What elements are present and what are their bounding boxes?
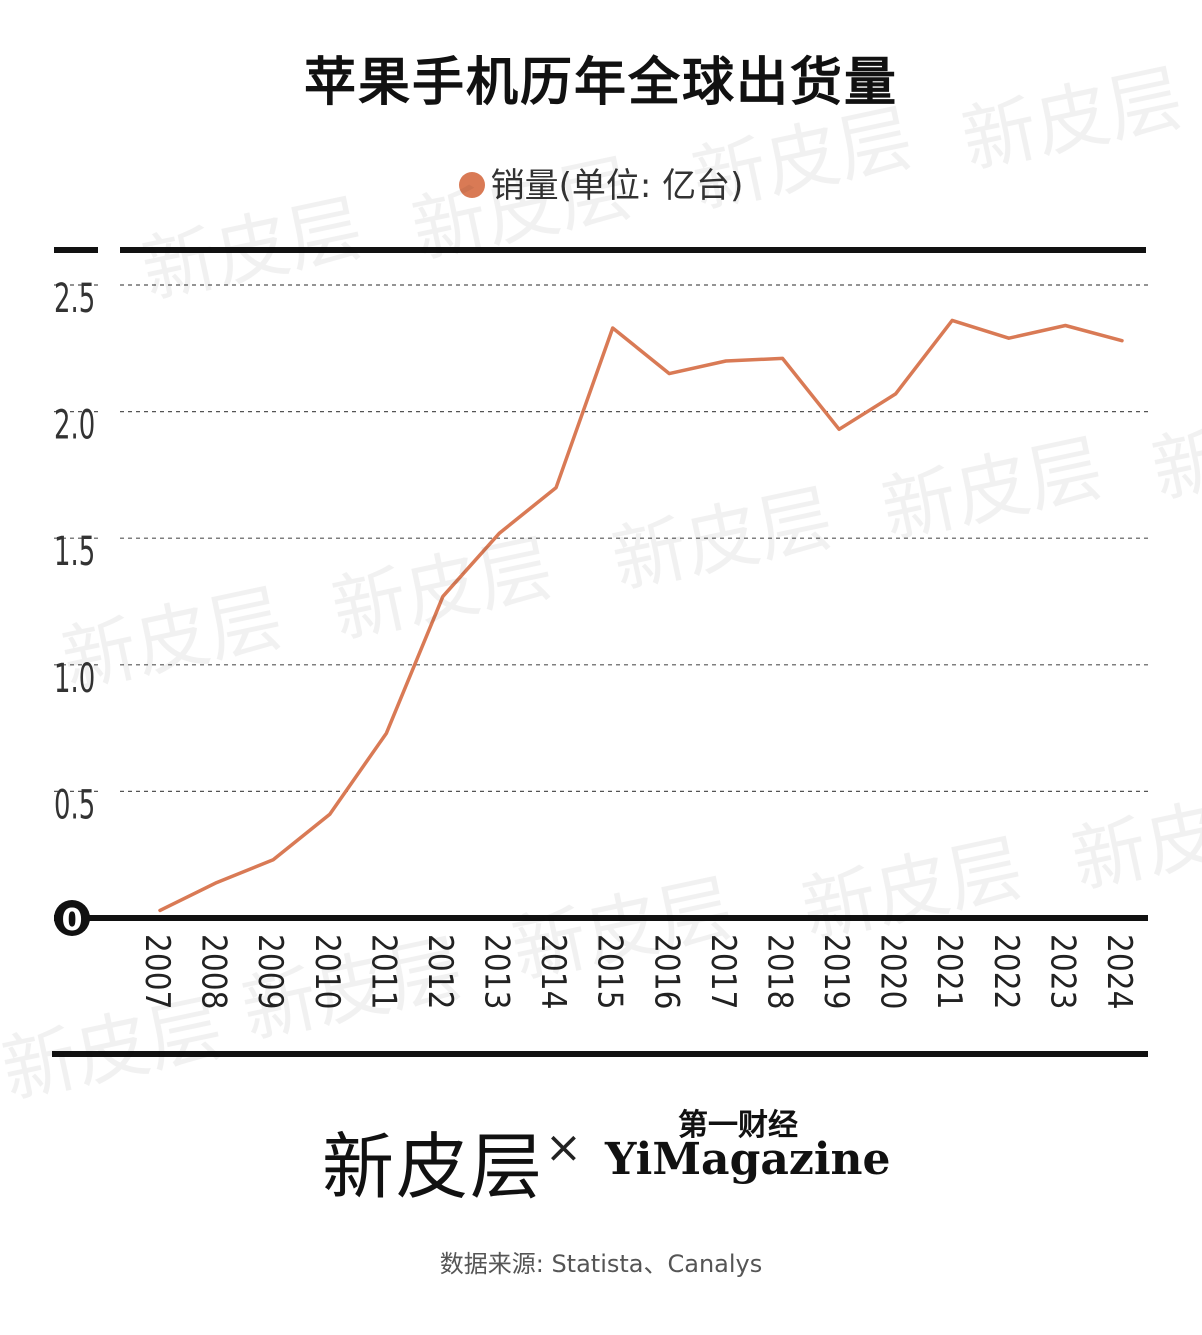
- y-zero-marker: [54, 900, 90, 936]
- x-tick-label: 2013: [477, 934, 518, 1009]
- yimagazine-logo-en: YiMagazine: [605, 1134, 891, 1185]
- collab-separator: ×: [545, 1122, 582, 1173]
- legend-label: 销量(单位: 亿台): [490, 166, 744, 206]
- x-tick-label: 2023: [1043, 934, 1084, 1009]
- x-tick-label: 2021: [930, 934, 971, 1009]
- x-tick-label: 2014: [534, 934, 575, 1009]
- x-tick-label: 2015: [590, 934, 631, 1009]
- y-tick-label: 0.5: [54, 783, 95, 829]
- xinpiceng-logo: 新皮层: [322, 1125, 545, 1209]
- x-tick-label: 2016: [647, 934, 688, 1009]
- x-tick-label: 2007: [137, 934, 178, 1009]
- yimagazine-logo-cn: 第一财经: [678, 1108, 798, 1143]
- y-tick-label: 0: [62, 903, 83, 938]
- x-tick-label: 2022: [986, 934, 1027, 1009]
- y-tick-label: 2.5: [54, 276, 95, 322]
- x-tick-label: 2012: [420, 934, 461, 1009]
- x-tick-label: 2019: [817, 934, 858, 1009]
- footer-logos: 新皮层 × 第一财经 YiMagazine: [0, 1100, 1202, 1209]
- y-tick-label: 2.0: [54, 403, 95, 449]
- y-tick-label: 1.5: [54, 530, 95, 576]
- x-tick-label: 2010: [307, 934, 348, 1009]
- x-tick-label: 2018: [760, 934, 801, 1009]
- chart-legend: 销量(单位: 亿台): [0, 158, 1202, 207]
- x-tick-label: 2011: [364, 934, 405, 1009]
- x-tick-label: 2024: [1099, 934, 1140, 1009]
- x-tick-label: 2020: [873, 934, 914, 1009]
- line-chart: 0 0.5 1.0 1.5 2.0 2.5 2007 2008 2009 2010 2011 2012…: [52, 247, 1148, 1057]
- series-line: [158, 318, 1124, 913]
- legend-marker: [458, 171, 485, 198]
- y-tick-label: 1.0: [54, 656, 95, 702]
- x-tick-label: 2008: [194, 934, 235, 1009]
- data-source: 数据来源: Statista、Canalys: [439, 1250, 763, 1278]
- x-tick-label: 2017: [703, 934, 744, 1009]
- x-tick-label: 2009: [251, 934, 292, 1009]
- chart-title: 苹果手机历年全球出货量: [303, 53, 898, 113]
